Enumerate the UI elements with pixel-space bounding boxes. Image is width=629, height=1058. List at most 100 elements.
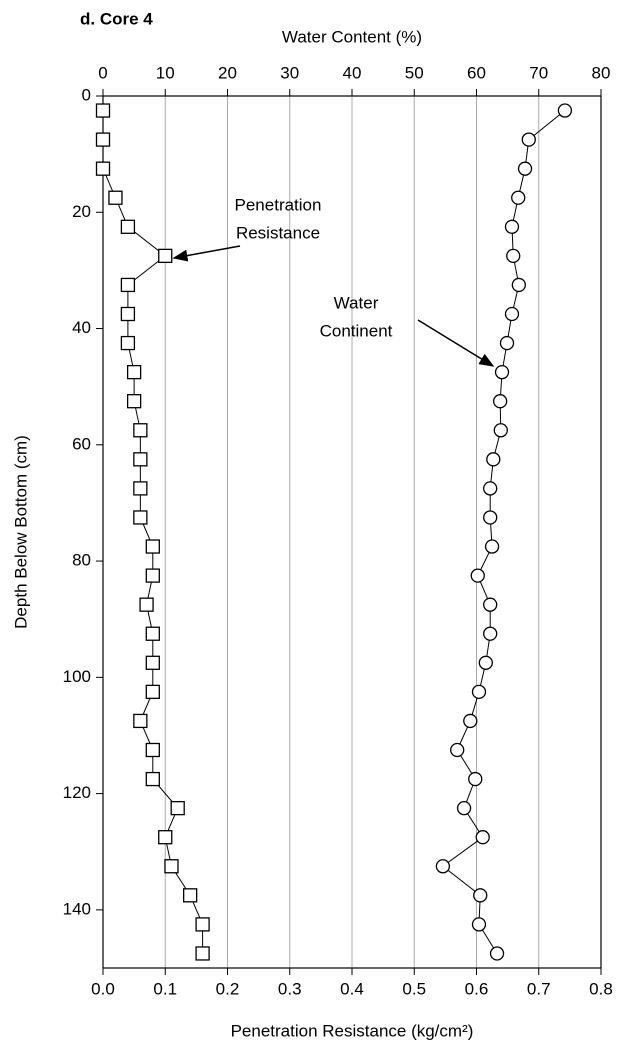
circle-marker (463, 713, 478, 729)
square-marker (95, 161, 111, 176)
x-axis-label: Penetration Resistance (kg/cm²) (231, 1021, 474, 1040)
square-marker (133, 452, 148, 467)
x2-tick-label: 50 (405, 63, 424, 82)
annotation: Penetration (235, 195, 322, 214)
chart-title: d. Core 4 (80, 9, 153, 28)
circle-marker (506, 248, 521, 264)
square-marker (164, 859, 179, 874)
x-tick-label: 0.1 (153, 979, 177, 998)
square-marker (120, 219, 136, 234)
square-marker (120, 306, 136, 322)
circle-marker (521, 132, 536, 147)
circle-marker (493, 394, 508, 409)
square-marker (139, 597, 154, 612)
circle-marker (486, 452, 501, 467)
circle-marker (471, 684, 487, 700)
x-tick-label: 0.6 (465, 979, 489, 998)
circle-marker (557, 103, 573, 118)
x2-tick-label: 30 (280, 63, 299, 82)
square-marker (133, 481, 148, 496)
x-tick-label: 0.0 (91, 979, 115, 998)
square-marker (133, 510, 148, 525)
x-tick-label: 0.8 (589, 979, 613, 998)
x2-tick-label: 0 (98, 63, 107, 82)
x2-axis-label: Water Content (%) (282, 27, 422, 46)
square-marker (145, 626, 160, 641)
x2-tick-label: 40 (343, 63, 362, 82)
circle-marker (483, 481, 498, 496)
circle-marker (493, 423, 508, 438)
y-tick-label: 80 (72, 551, 91, 570)
y-tick-label: 0 (82, 85, 91, 104)
x2-tick-label: 60 (467, 63, 486, 82)
square-marker (145, 771, 160, 787)
circle-marker (499, 335, 515, 351)
circle-marker (483, 510, 498, 525)
square-marker (195, 917, 210, 932)
square-marker (133, 423, 148, 438)
square-marker (158, 248, 173, 264)
x-tick-label: 0.7 (527, 979, 551, 998)
square-marker (145, 539, 160, 554)
square-marker (145, 655, 160, 670)
circle-marker (489, 946, 505, 961)
square-marker (145, 684, 160, 700)
circle-marker (504, 219, 520, 234)
circle-marker (470, 568, 485, 583)
annotation: Water (334, 293, 379, 312)
circle-marker (483, 626, 498, 641)
series-line (442, 110, 566, 954)
circle-marker (511, 190, 526, 205)
circle-marker (504, 306, 520, 322)
annotation-arrow (417, 319, 495, 367)
x2-tick-label: 70 (529, 63, 548, 82)
circle-marker (494, 364, 510, 380)
y-tick-label: 140 (63, 899, 91, 918)
square-marker (95, 103, 111, 118)
circle-marker (517, 161, 533, 176)
circle-marker (450, 742, 465, 758)
y-tick-label: 20 (72, 202, 91, 221)
square-marker (170, 800, 185, 816)
x2-tick-label: 10 (156, 63, 175, 82)
y-tick-label: 40 (72, 318, 91, 337)
circle-marker (473, 888, 488, 903)
x2-tick-label: 20 (218, 63, 237, 82)
circle-marker (478, 655, 493, 670)
y-tick-label: 100 (63, 667, 91, 686)
square-marker (195, 946, 210, 961)
square-marker (145, 568, 160, 583)
circle-marker (475, 830, 490, 845)
x-tick-label: 0.2 (216, 979, 240, 998)
x-tick-label: 0.3 (278, 979, 302, 998)
x2-tick-label: 80 (592, 63, 611, 82)
circle-marker (435, 859, 451, 874)
square-marker (126, 394, 142, 409)
square-marker (120, 335, 136, 351)
square-marker (158, 830, 173, 845)
y-tick-label: 120 (63, 783, 91, 802)
square-marker (95, 132, 111, 147)
circle-marker (471, 917, 487, 932)
annotation: Continent (320, 321, 393, 340)
plot-frame (102, 95, 602, 969)
annotation: Resistance (236, 223, 320, 242)
series-line (102, 110, 204, 954)
x-tick-label: 0.5 (402, 979, 426, 998)
annotation-arrow (172, 245, 241, 262)
circle-marker (456, 800, 472, 816)
y-tick-label: 60 (72, 434, 91, 453)
circle-marker (468, 771, 483, 787)
y-axis-label: Depth Below Bottom (cm) (11, 435, 30, 629)
square-marker (126, 364, 142, 380)
square-marker (120, 277, 136, 293)
square-marker (133, 713, 148, 729)
circle-marker (484, 539, 500, 554)
square-marker (182, 888, 198, 903)
circle-marker (511, 277, 526, 293)
x-tick-label: 0.4 (340, 979, 364, 998)
square-marker (145, 742, 160, 758)
square-marker (108, 190, 123, 205)
circle-marker (483, 597, 498, 612)
